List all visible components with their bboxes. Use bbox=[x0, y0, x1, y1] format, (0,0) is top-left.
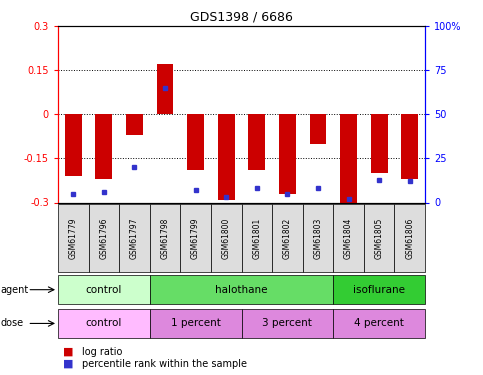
Bar bbox=[364, 204, 395, 272]
Text: GSM61803: GSM61803 bbox=[313, 217, 323, 259]
Bar bbox=[248, 114, 265, 170]
Bar bbox=[242, 309, 333, 338]
Text: ■: ■ bbox=[63, 347, 73, 357]
Text: control: control bbox=[85, 285, 122, 295]
Bar bbox=[65, 114, 82, 176]
Text: halothane: halothane bbox=[215, 285, 268, 295]
Text: GSM61802: GSM61802 bbox=[283, 217, 292, 259]
Bar bbox=[180, 204, 211, 272]
Text: GSM61805: GSM61805 bbox=[375, 217, 384, 259]
Bar bbox=[218, 114, 235, 200]
Text: isoflurane: isoflurane bbox=[353, 285, 405, 295]
Bar bbox=[88, 204, 119, 272]
Text: 1 percent: 1 percent bbox=[170, 318, 221, 328]
Text: log ratio: log ratio bbox=[82, 347, 123, 357]
Bar bbox=[310, 114, 327, 144]
Bar bbox=[272, 204, 303, 272]
Bar bbox=[333, 275, 425, 304]
Text: GSM61797: GSM61797 bbox=[130, 217, 139, 259]
Bar bbox=[150, 204, 180, 272]
Title: GDS1398 / 6686: GDS1398 / 6686 bbox=[190, 11, 293, 24]
Bar bbox=[303, 204, 333, 272]
Bar bbox=[150, 275, 333, 304]
Bar bbox=[58, 275, 150, 304]
Text: 4 percent: 4 percent bbox=[354, 318, 404, 328]
Bar bbox=[340, 114, 357, 202]
Bar bbox=[333, 309, 425, 338]
Text: agent: agent bbox=[0, 285, 28, 295]
Text: dose: dose bbox=[0, 318, 24, 328]
Text: percentile rank within the sample: percentile rank within the sample bbox=[82, 359, 247, 369]
Bar bbox=[58, 309, 150, 338]
Text: GSM61804: GSM61804 bbox=[344, 217, 353, 259]
Bar bbox=[333, 204, 364, 272]
Text: GSM61779: GSM61779 bbox=[69, 217, 78, 259]
Text: GSM61806: GSM61806 bbox=[405, 217, 414, 259]
Bar bbox=[211, 204, 242, 272]
Text: 3 percent: 3 percent bbox=[262, 318, 313, 328]
Bar bbox=[242, 204, 272, 272]
Bar bbox=[150, 309, 242, 338]
Bar bbox=[401, 114, 418, 179]
Text: GSM61798: GSM61798 bbox=[160, 217, 170, 259]
Bar bbox=[156, 64, 173, 114]
Text: GSM61796: GSM61796 bbox=[99, 217, 108, 259]
Bar bbox=[126, 114, 143, 135]
Text: ■: ■ bbox=[63, 359, 73, 369]
Bar bbox=[371, 114, 387, 173]
Bar bbox=[119, 204, 150, 272]
Text: GSM61800: GSM61800 bbox=[222, 217, 231, 259]
Bar bbox=[395, 204, 425, 272]
Bar bbox=[187, 114, 204, 170]
Text: GSM61799: GSM61799 bbox=[191, 217, 200, 259]
Bar bbox=[279, 114, 296, 194]
Bar bbox=[96, 114, 112, 179]
Text: GSM61801: GSM61801 bbox=[252, 217, 261, 259]
Text: control: control bbox=[85, 318, 122, 328]
Bar bbox=[58, 204, 88, 272]
